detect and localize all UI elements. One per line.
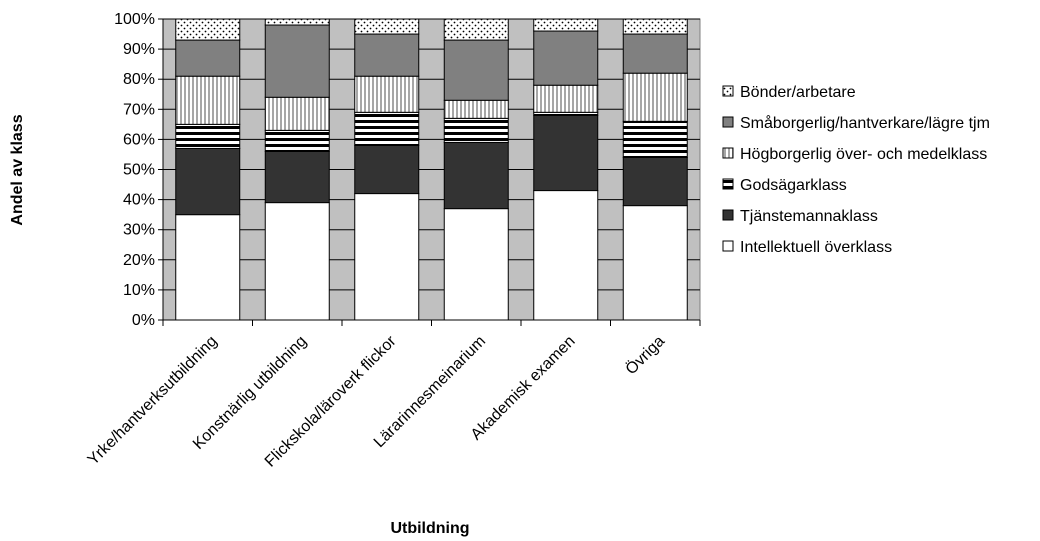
y-tick-label: 70% (123, 101, 155, 118)
bars (175, 18, 688, 321)
bar-segment (443, 99, 509, 119)
legend-label: Bönder/arbetare (740, 84, 856, 101)
bar-segment (622, 156, 688, 207)
bar-segment (175, 18, 241, 41)
bar-segment (533, 114, 599, 192)
y-tick-label: 10% (123, 282, 155, 299)
bar-segment (175, 39, 241, 77)
y-tick-label: 30% (123, 222, 155, 239)
y-tick-label: 80% (123, 71, 155, 88)
bar-segment (354, 111, 420, 146)
bar-segment (264, 24, 330, 98)
y-axis-title: Andel av klass (9, 114, 26, 225)
bar-segment (622, 120, 688, 158)
bar-segment (533, 30, 599, 86)
bar-segment (264, 96, 330, 131)
x-tick-label: Övriga (622, 332, 668, 378)
bar-segment (175, 214, 241, 321)
axes (158, 18, 701, 326)
legend-label: Godsägarklass (740, 177, 847, 194)
bar-segment (533, 18, 599, 32)
legend-label: Tjänstemannaklass (740, 208, 878, 225)
bar-segment (443, 117, 509, 143)
legend-label: Högborgerlig över- och medelklass (740, 146, 987, 163)
legend-label: Intellektuell överklass (740, 239, 892, 256)
legend-swatch (722, 240, 734, 252)
bar-segment (622, 205, 688, 321)
legend-swatch (722, 147, 734, 159)
x-axis-title: Utbildning (390, 520, 469, 537)
y-tick-label: 20% (123, 252, 155, 269)
legend: Bönder/arbetare Småborgerlig/hantverkare/… (722, 84, 990, 256)
bar-segment (622, 33, 688, 74)
legend-swatch (722, 209, 734, 221)
y-tick-label: 100% (114, 11, 155, 28)
bar-segment (264, 150, 330, 204)
y-tick-label: 60% (123, 131, 155, 148)
y-tick-label: 40% (123, 192, 155, 209)
bar-segment (443, 39, 509, 101)
bar-segment (622, 72, 688, 122)
bar-segment (175, 147, 241, 216)
bar-segment (354, 18, 420, 35)
legend-label: Småborgerlig/hantverkare/lägre tjm (740, 114, 990, 132)
bar-segment (354, 193, 420, 321)
legend-swatch (722, 116, 734, 128)
y-tick-label: 50% (123, 162, 155, 179)
bar-segment (175, 75, 241, 125)
bar-segment (264, 129, 330, 152)
legend-swatch (722, 178, 734, 190)
bar-segment (533, 84, 599, 113)
legend-swatch (722, 85, 734, 97)
y-tick-label: 0% (132, 312, 155, 329)
bar-segment (264, 202, 330, 321)
y-tick-label: 90% (123, 41, 155, 58)
bar-segment (354, 33, 420, 77)
bar-segment (622, 18, 688, 35)
bar-segment (443, 141, 509, 210)
bar-segment (533, 190, 599, 321)
bar-segment (354, 144, 420, 195)
bar-segment (354, 75, 420, 113)
bar-segment (443, 18, 509, 41)
bar-segment (443, 208, 509, 321)
bar-segment (175, 123, 241, 149)
bar-segment (264, 18, 330, 26)
y-tick-labels: 0% 10% 20% 30% 40% 50% 60% 70% 80% 90% 100% (114, 11, 155, 329)
